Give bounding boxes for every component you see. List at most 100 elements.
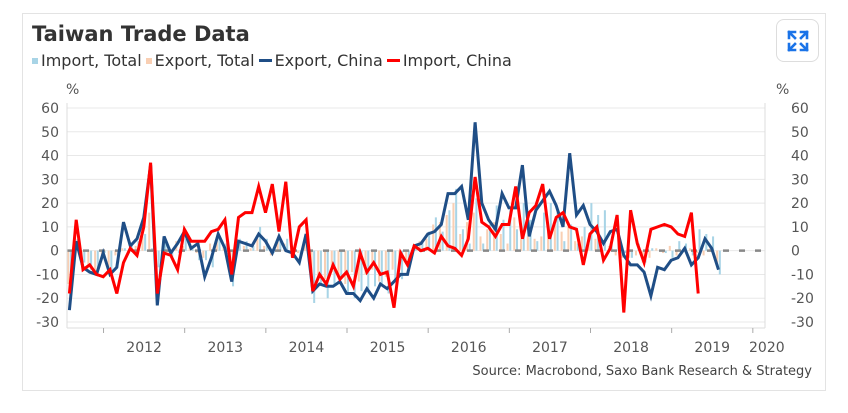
bar-import-total	[475, 198, 478, 251]
bar-export-total	[303, 243, 306, 251]
bar-import-total	[441, 231, 444, 251]
bar-import-total	[576, 243, 579, 251]
bar-import-total	[130, 243, 133, 251]
bar-import-total	[83, 250, 86, 263]
bar-import-total	[90, 250, 93, 270]
bar-export-total	[425, 238, 428, 251]
bar-import-total	[624, 250, 627, 254]
bar-export-total	[134, 245, 137, 251]
legend-label: Import, China	[402, 51, 512, 70]
bar-export-total	[486, 229, 489, 251]
bar-import-total	[563, 241, 566, 251]
bar-import-total	[448, 210, 451, 251]
bar-import-total	[204, 250, 208, 261]
bar-export-total	[378, 250, 381, 282]
x-tick-label: 2018	[613, 340, 649, 356]
bar-import-total	[428, 231, 431, 251]
bar-export-total	[351, 250, 354, 273]
bar-import-total	[421, 241, 424, 251]
bar-export-total	[337, 250, 340, 277]
chart-legend: Import, Total Export, Total Export, Chin…	[32, 51, 516, 70]
bar-import-total	[515, 229, 519, 251]
bar-export-total	[634, 250, 638, 256]
bar-export-total	[547, 231, 550, 251]
y-tick-right: -10	[791, 267, 814, 283]
bar-export-total	[418, 241, 421, 251]
y-tick-right: 40	[791, 149, 809, 165]
bar-export-total	[560, 231, 563, 251]
bar-import-total	[394, 250, 397, 280]
bar-import-total	[144, 234, 147, 251]
y-tick-right: 20	[791, 196, 809, 212]
bar-export-total	[317, 250, 320, 277]
bar-export-total	[67, 250, 70, 284]
bar-import-total	[678, 241, 681, 251]
bar-export-total	[553, 224, 556, 251]
bar-export-total	[648, 250, 651, 258]
bar-import-total	[157, 250, 160, 268]
bar-import-total	[401, 250, 404, 280]
x-tick-label: 2013	[207, 340, 243, 356]
bar-export-total	[107, 250, 110, 275]
bar-import-total	[671, 250, 674, 258]
y-tick-left: 50	[41, 125, 59, 141]
bar-export-total	[432, 224, 435, 251]
bar-import-total	[543, 212, 546, 251]
bar-import-total	[698, 229, 701, 251]
bar-import-total	[225, 243, 228, 251]
bar-import-total	[651, 248, 654, 251]
bar-export-total	[371, 250, 374, 270]
x-tick-label: 2012	[126, 340, 162, 356]
bar-export-total	[391, 250, 394, 270]
bar-export-total	[513, 217, 516, 251]
x-tick-label: 2014	[289, 340, 325, 356]
bar-import-total	[184, 238, 187, 251]
y-tick-right: 60	[791, 101, 809, 117]
bar-import-total	[488, 224, 491, 251]
bar-export-total	[533, 238, 536, 251]
bar-import-total	[177, 250, 180, 254]
bar-export-total	[520, 238, 523, 251]
bar-export-total	[506, 243, 509, 251]
bar-export-total	[689, 248, 692, 251]
bar-export-total	[445, 215, 448, 251]
bar-import-total	[279, 241, 282, 251]
bar-import-total	[603, 210, 606, 251]
y-tick-left: -20	[36, 291, 59, 307]
bar-export-total	[242, 245, 245, 251]
y-tick-left: 0	[50, 244, 59, 260]
bar-import-total	[461, 229, 464, 251]
expand-button[interactable]	[776, 19, 819, 62]
bar-export-total	[249, 248, 252, 251]
bar-export-total	[526, 236, 529, 251]
bar-import-total	[286, 238, 289, 251]
source-note: Source: Macrobond, Saxo Bank Research & …	[472, 364, 812, 379]
legend-import-total: Import, Total	[32, 51, 142, 70]
bar-export-total	[479, 236, 482, 251]
y-tick-left: 40	[41, 149, 59, 165]
bar-export-total	[215, 241, 218, 251]
bar-import-total	[360, 250, 363, 292]
bar-export-total	[87, 250, 90, 265]
bar-import-total	[583, 226, 586, 251]
bar-export-total	[330, 250, 333, 273]
bar-export-total	[202, 250, 205, 258]
bar-import-total	[110, 250, 113, 270]
bar-import-total	[252, 245, 255, 251]
line-import-china	[67, 162, 700, 313]
bar-export-total	[594, 238, 597, 251]
y-tick-right: 0	[791, 244, 800, 260]
x-tick-label: 2017	[532, 340, 568, 356]
bar-export-total	[628, 250, 631, 258]
bar-import-total	[536, 241, 539, 251]
bar-export-total	[452, 203, 455, 251]
bar-export-total	[148, 212, 151, 251]
bar-import-total	[556, 210, 559, 251]
bar-export-total	[716, 250, 719, 263]
y-tick-left: 30	[41, 172, 59, 188]
y-tick-right: -30	[791, 315, 814, 331]
bar-export-total	[344, 250, 347, 284]
bar-export-total	[323, 250, 327, 280]
bar-import-total	[218, 238, 221, 251]
